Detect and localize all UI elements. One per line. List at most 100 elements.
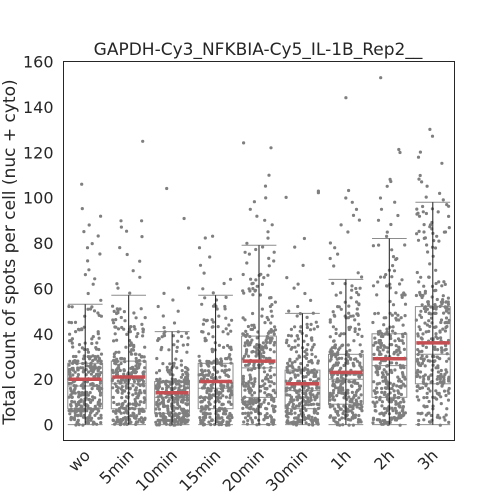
data-point	[173, 420, 177, 424]
data-point	[444, 325, 448, 330]
data-point	[382, 368, 386, 372]
data-point	[96, 330, 100, 334]
data-point	[98, 373, 102, 377]
data-point	[76, 366, 80, 370]
data-point	[135, 335, 139, 339]
data-point	[270, 420, 274, 424]
data-point	[171, 298, 175, 302]
data-point	[243, 400, 247, 404]
data-point	[383, 332, 387, 336]
data-point	[141, 139, 145, 143]
data-point	[111, 318, 115, 322]
data-point	[398, 282, 402, 286]
data-point	[435, 415, 439, 419]
data-point	[97, 356, 101, 361]
data-point	[401, 323, 405, 327]
data-point	[226, 344, 230, 348]
data-point	[68, 412, 72, 416]
data-point	[331, 397, 335, 401]
data-point	[295, 420, 299, 425]
data-point	[381, 348, 385, 352]
data-point	[371, 320, 375, 325]
data-point	[262, 355, 266, 359]
data-point	[248, 373, 252, 377]
data-point	[210, 318, 214, 322]
data-point	[286, 412, 290, 416]
data-point	[355, 400, 359, 404]
data-point	[358, 361, 362, 365]
data-point	[186, 336, 190, 340]
data-point	[172, 361, 176, 365]
data-point	[437, 356, 441, 360]
data-point	[111, 418, 115, 422]
data-point	[385, 230, 389, 234]
data-point	[420, 361, 425, 365]
data-point	[177, 382, 181, 386]
data-point	[357, 293, 361, 297]
data-point	[312, 371, 316, 375]
data-point	[434, 268, 438, 272]
data-point	[210, 347, 214, 351]
data-point	[206, 405, 210, 409]
data-point	[138, 388, 142, 393]
data-point	[140, 322, 144, 326]
data-point	[422, 418, 426, 422]
data-point	[397, 395, 401, 400]
data-point	[229, 329, 233, 333]
data-point	[223, 368, 227, 372]
data-point	[71, 373, 75, 377]
data-point	[334, 355, 338, 359]
data-point	[434, 288, 438, 292]
data-point	[87, 268, 91, 272]
data-point	[339, 407, 343, 411]
data-point	[229, 402, 233, 406]
data-point	[252, 382, 256, 386]
data-point	[254, 278, 258, 282]
data-point	[186, 386, 190, 390]
data-point	[298, 312, 302, 316]
data-point	[374, 409, 378, 413]
data-point	[92, 309, 97, 313]
data-point	[73, 413, 77, 417]
data-point	[71, 366, 75, 370]
data-point	[272, 350, 276, 354]
data-point	[373, 391, 378, 395]
data-point	[115, 370, 120, 374]
data-point	[81, 423, 85, 427]
data-point	[315, 418, 320, 422]
data-point	[249, 375, 253, 380]
data-point	[299, 409, 303, 413]
data-point	[125, 382, 129, 386]
data-point	[328, 415, 332, 419]
data-point	[312, 327, 316, 331]
data-point	[117, 366, 121, 370]
y-tick-label: 160	[23, 53, 54, 72]
data-point	[372, 380, 376, 384]
data-point	[179, 407, 183, 411]
data-point	[418, 150, 422, 154]
data-point	[390, 370, 394, 375]
data-point	[339, 391, 344, 395]
data-point	[444, 347, 448, 351]
data-point	[338, 385, 342, 389]
data-point	[374, 395, 378, 399]
data-point	[210, 386, 214, 390]
data-point	[172, 321, 177, 325]
data-point	[251, 287, 255, 291]
data-point	[309, 398, 313, 402]
data-point	[445, 407, 449, 411]
data-point	[258, 412, 263, 416]
data-point	[382, 275, 386, 279]
data-point	[247, 252, 251, 256]
data-point	[205, 391, 209, 395]
data-point	[379, 334, 383, 338]
data-point	[285, 393, 289, 397]
data-point	[120, 356, 124, 361]
data-point	[76, 400, 81, 404]
data-point	[288, 387, 292, 391]
data-point	[243, 416, 248, 420]
data-point	[436, 336, 440, 340]
data-point	[403, 377, 407, 381]
data-point	[308, 378, 312, 382]
data-point	[203, 369, 207, 373]
